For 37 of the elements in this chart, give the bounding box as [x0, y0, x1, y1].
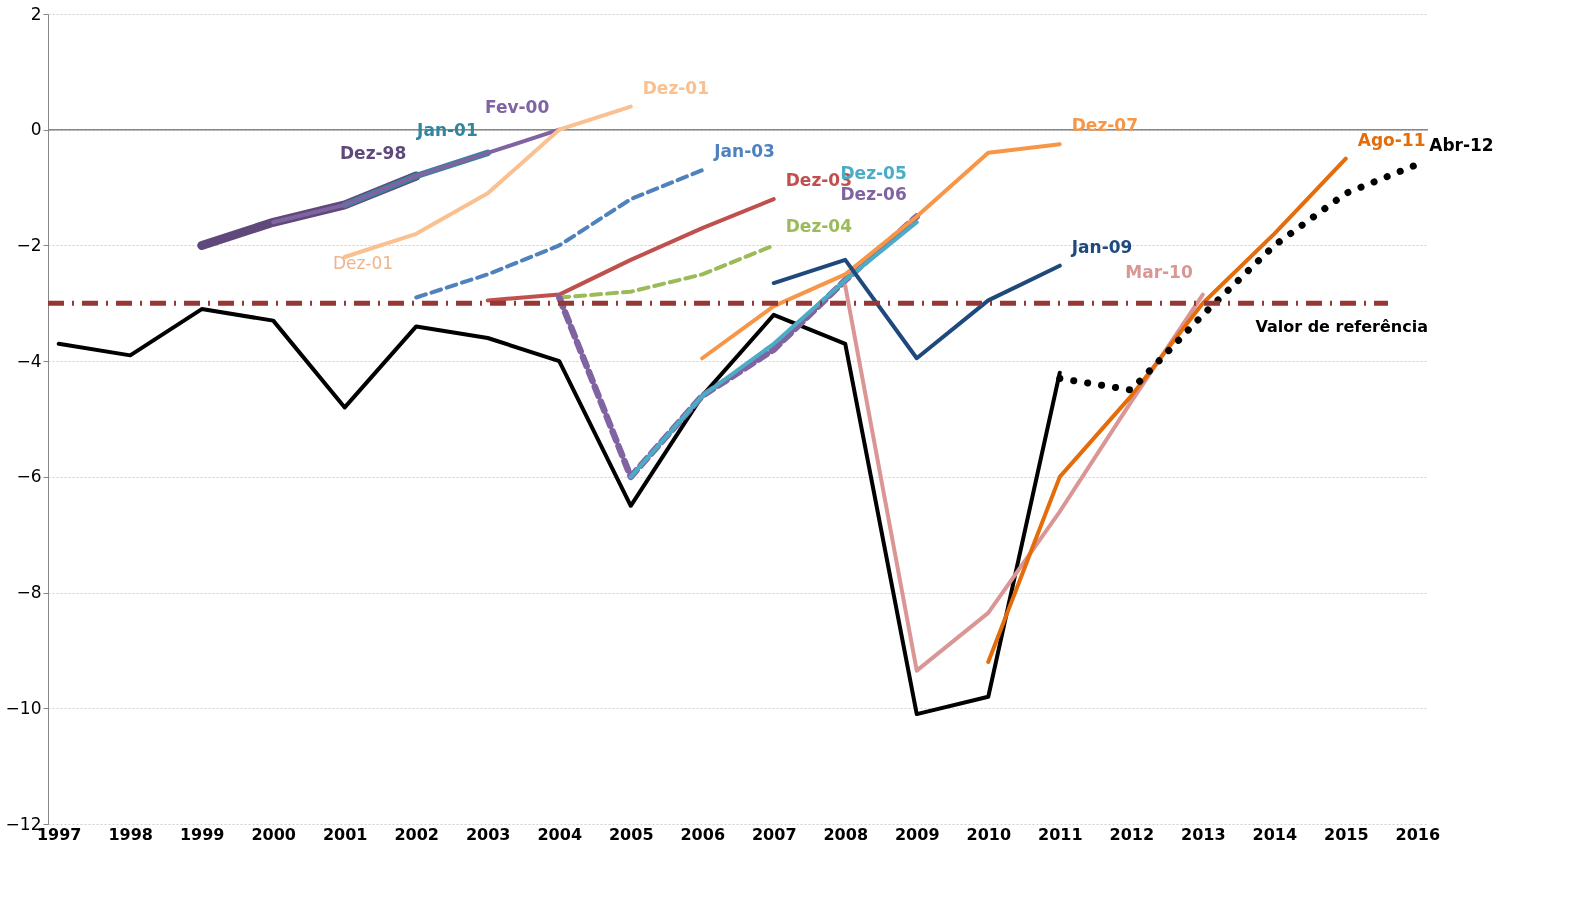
y-tick-label: 2: [30, 3, 42, 24]
x-tick-label: 2014: [1252, 824, 1298, 844]
y-tick-label: −4: [16, 350, 42, 371]
series-label: Jan-09: [1070, 236, 1133, 257]
y-tick-label: −10: [5, 697, 42, 718]
x-tick-label: 2011: [1038, 824, 1083, 844]
ref-line-label: Valor de referência: [1255, 317, 1428, 337]
y-tick-label: 0: [30, 119, 42, 140]
series-label: Mar-10: [1125, 261, 1193, 282]
y-tick-label: −6: [16, 466, 42, 487]
x-tick-label: 2015: [1324, 824, 1369, 844]
x-tick-label: 2004: [537, 824, 583, 844]
x-tick-label: 2016: [1395, 824, 1441, 844]
x-tick-label: 2003: [465, 824, 511, 844]
x-tick-label: 2002: [394, 824, 439, 844]
x-tick-label: 2006: [680, 824, 726, 844]
x-tick-label: 1998: [108, 824, 153, 844]
y-tick-label: −2: [16, 234, 42, 255]
x-tick-label: 2000: [251, 824, 296, 844]
x-tick-label: 1999: [179, 824, 225, 844]
series-label: Jan-03: [713, 141, 775, 162]
x-tick-label: 2008: [823, 824, 869, 844]
series-label: Dez-98: [339, 143, 407, 163]
x-tick-label: 2010: [966, 824, 1012, 844]
x-tick-label: 2001: [322, 824, 368, 844]
annotation: Dez-01: [332, 253, 394, 273]
x-tick-label: 2005: [608, 824, 654, 844]
x-tick-label: 2013: [1181, 824, 1226, 844]
series-label: Dez-04: [785, 216, 853, 237]
series-label: Dez-01: [642, 77, 709, 98]
x-tick-label: 2007: [751, 824, 797, 844]
series-label: Abr-12: [1429, 135, 1494, 156]
y-tick-label: −8: [16, 582, 42, 603]
x-tick-label: 2012: [1109, 824, 1155, 844]
series-label: Ago-11: [1357, 129, 1426, 150]
series-label: Fev-00: [484, 96, 550, 117]
x-tick-label: 2009: [894, 824, 940, 844]
